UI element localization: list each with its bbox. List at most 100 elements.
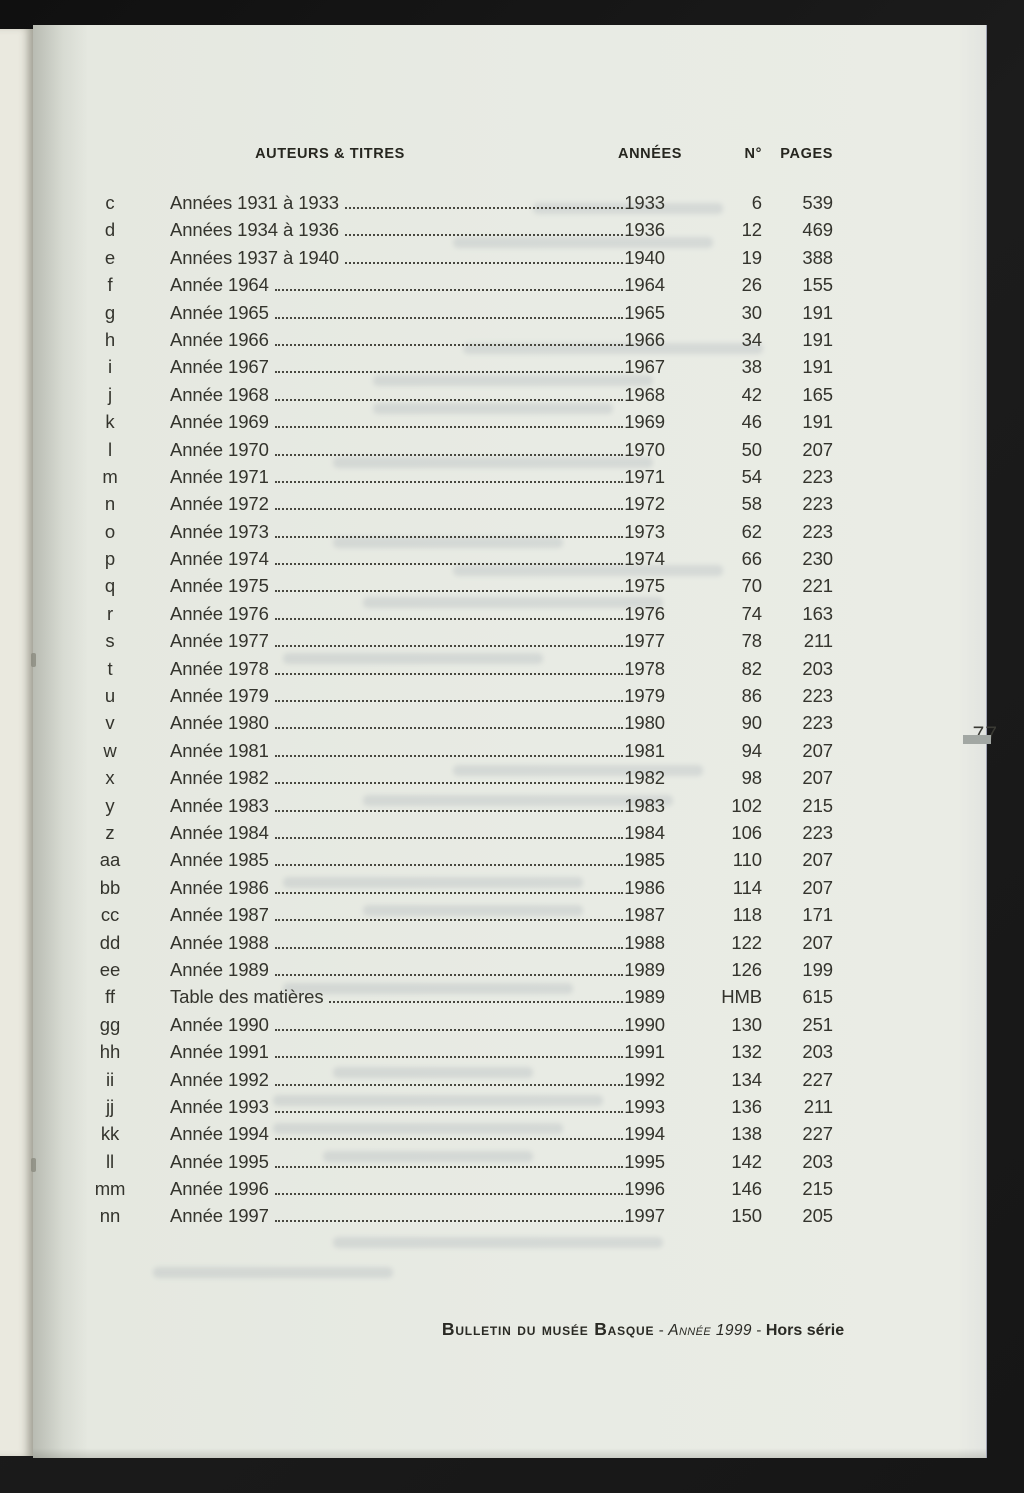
row-title: Année 1991 bbox=[170, 1041, 269, 1063]
row-number: 6 bbox=[751, 192, 762, 213]
row-letter: bb bbox=[99, 876, 121, 898]
row-pages: 251 bbox=[802, 1013, 833, 1035]
row-letter: gg bbox=[99, 1013, 121, 1035]
row-number: 70 bbox=[741, 575, 762, 597]
row-year: 1967 bbox=[624, 356, 665, 378]
row-pages: 230 bbox=[802, 548, 833, 570]
row-letter: v bbox=[105, 712, 115, 734]
row-title-block: Années 1934 à 1936 1936 bbox=[170, 219, 665, 241]
row-number: 19 bbox=[741, 246, 762, 268]
row-title-block: Année 1983 1983 bbox=[170, 795, 665, 817]
row-number: 62 bbox=[741, 520, 762, 542]
row-year: 1988 bbox=[624, 931, 665, 953]
table-row: p Année 1974 1974 66 230 bbox=[85, 548, 833, 575]
row-pages: 163 bbox=[802, 602, 833, 624]
row-title: Année 1989 bbox=[170, 958, 269, 980]
row-number: 126 bbox=[731, 958, 762, 980]
row-number: 54 bbox=[741, 465, 762, 487]
row-pages: 223 bbox=[802, 685, 833, 707]
row-pages: 469 bbox=[802, 219, 833, 241]
table-row: y Année 1983 1983 102 215 bbox=[85, 795, 833, 822]
row-number: 142 bbox=[731, 1150, 762, 1172]
row-pages: 203 bbox=[802, 657, 833, 679]
row-pages: 223 bbox=[802, 712, 833, 734]
row-title-block: Année 1969 1969 bbox=[170, 411, 665, 433]
row-title-block: Année 1986 1986 bbox=[170, 877, 665, 899]
row-title: Année 1978 bbox=[170, 657, 269, 679]
row-title-block: Années 1937 à 1940 1940 bbox=[170, 247, 665, 269]
row-year: 1973 bbox=[624, 520, 665, 542]
row-year: 1976 bbox=[624, 602, 665, 624]
dot-leader bbox=[274, 891, 624, 894]
row-pages: 191 bbox=[802, 356, 833, 378]
row-letter: i bbox=[107, 356, 112, 378]
column-header-number: N° bbox=[744, 146, 762, 162]
showthrough-ghost bbox=[333, 1237, 663, 1248]
row-title: Année 1977 bbox=[170, 630, 269, 652]
row-pages: 191 bbox=[802, 328, 833, 350]
row-letter: o bbox=[104, 520, 116, 542]
row-pages: 199 bbox=[802, 958, 833, 980]
book-page: AUTEURS & TITRES ANNÉES N° PAGES c Année… bbox=[31, 25, 997, 1458]
row-title: Année 1966 bbox=[170, 328, 269, 350]
table-row: n Année 1972 1972 58 223 bbox=[85, 493, 833, 520]
row-year: 1989 bbox=[624, 958, 665, 980]
binding-staple bbox=[31, 653, 36, 667]
row-year: 1968 bbox=[624, 383, 665, 405]
row-title: Année 1965 bbox=[170, 301, 269, 323]
row-number: 122 bbox=[731, 931, 762, 953]
row-letter: m bbox=[102, 465, 118, 487]
row-title: Année 1990 bbox=[170, 1013, 269, 1035]
row-year: 1987 bbox=[624, 904, 665, 926]
table-row: q Année 1975 1975 70 221 bbox=[85, 575, 833, 602]
row-year: 1969 bbox=[624, 411, 665, 433]
dot-leader bbox=[274, 1138, 624, 1141]
column-header-pages: PAGES bbox=[780, 146, 833, 162]
row-number: 102 bbox=[731, 794, 762, 816]
row-letter: n bbox=[104, 493, 116, 515]
row-title-block: Année 1970 1970 bbox=[170, 439, 665, 461]
row-letter: ff bbox=[105, 986, 115, 1008]
row-title-block: Année 1995 1995 bbox=[170, 1151, 665, 1173]
row-year: 1972 bbox=[624, 493, 665, 515]
row-year: 1940 bbox=[624, 246, 665, 268]
dot-leader bbox=[274, 672, 624, 675]
row-letter: ee bbox=[99, 958, 121, 980]
dot-leader bbox=[274, 1110, 624, 1113]
row-title-block: Année 1975 1975 bbox=[170, 575, 665, 597]
dot-leader bbox=[274, 1165, 624, 1168]
row-year: 1977 bbox=[624, 630, 665, 652]
dot-leader bbox=[274, 480, 624, 483]
showthrough-ghost bbox=[153, 1267, 393, 1278]
dot-leader bbox=[274, 398, 624, 401]
row-pages: 539 bbox=[802, 192, 833, 213]
row-title-block: Année 1965 1965 bbox=[170, 302, 665, 324]
table-row: mm Année 1996 1996 146 215 bbox=[85, 1178, 833, 1205]
row-pages: 207 bbox=[802, 876, 833, 898]
row-title-block: Année 1993 1993 bbox=[170, 1096, 665, 1118]
row-letter: jj bbox=[105, 1095, 115, 1117]
dot-leader bbox=[274, 645, 624, 648]
row-title-block: Année 1985 1985 bbox=[170, 849, 665, 871]
row-year: 1995 bbox=[624, 1150, 665, 1172]
row-title: Année 1997 bbox=[170, 1205, 269, 1227]
row-pages: 211 bbox=[803, 1095, 833, 1117]
dot-leader bbox=[274, 946, 624, 949]
row-letter: e bbox=[104, 246, 116, 268]
dot-leader bbox=[274, 919, 624, 922]
row-year: 1979 bbox=[624, 685, 665, 707]
adjacent-page-edge bbox=[0, 29, 33, 1456]
row-title: Année 1976 bbox=[170, 602, 269, 624]
row-title-block: Année 1990 1990 bbox=[170, 1014, 665, 1036]
row-letter: mm bbox=[94, 1178, 126, 1200]
row-year: 1933 bbox=[624, 192, 665, 213]
row-number: 50 bbox=[741, 438, 762, 460]
dot-leader bbox=[274, 809, 624, 812]
row-pages: 191 bbox=[802, 411, 833, 433]
row-letter: k bbox=[105, 411, 115, 433]
row-year: 1984 bbox=[624, 821, 665, 843]
row-pages: 388 bbox=[802, 246, 833, 268]
row-title-block: Année 1973 1973 bbox=[170, 521, 665, 543]
row-number: 130 bbox=[731, 1013, 762, 1035]
row-year: 1994 bbox=[624, 1123, 665, 1145]
